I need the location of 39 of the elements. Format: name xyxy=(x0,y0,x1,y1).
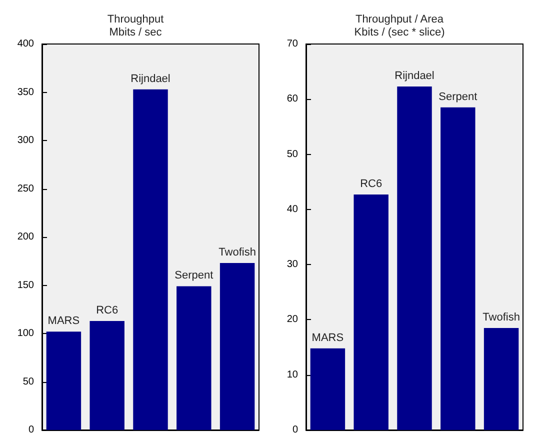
bar xyxy=(397,86,432,430)
y-tick-label: 40 xyxy=(286,204,298,215)
bar xyxy=(310,348,346,430)
bar xyxy=(440,107,476,430)
y-tick-label: 0 xyxy=(28,424,34,436)
y-tick-label: 70 xyxy=(286,38,298,50)
y-tick-label: 20 xyxy=(286,314,298,326)
chart-title: Throughput / Area Kbits / (sec * slice) xyxy=(354,14,445,38)
x-tick-label: RC6 xyxy=(96,304,118,316)
y-tick-label: 200 xyxy=(17,232,34,242)
x-tick-label: Rijndael xyxy=(130,72,170,85)
x-tick-label: RC6 xyxy=(360,178,382,190)
x-tick-label: Rijndael xyxy=(394,70,434,82)
y-tick-label: 0 xyxy=(292,424,298,436)
bar xyxy=(90,320,124,430)
y-tick-label: 250 xyxy=(17,183,34,194)
y-tick-label: 30 xyxy=(286,259,298,270)
y-tick-label: 100 xyxy=(17,328,34,339)
bar xyxy=(484,328,519,430)
bar xyxy=(133,89,168,430)
y-tick-label: 50 xyxy=(22,376,34,388)
x-tick-label: MARS xyxy=(48,315,80,328)
x-tick-label: Twofish xyxy=(482,311,520,324)
x-tick-label: Serpent xyxy=(438,90,478,103)
bar xyxy=(176,286,212,430)
x-tick-label: Serpent xyxy=(174,270,214,282)
y-tick-label: 60 xyxy=(286,94,298,105)
bar xyxy=(220,263,255,430)
y-tick-label: 10 xyxy=(286,369,298,380)
x-tick-label: Twofish xyxy=(218,246,256,259)
bar xyxy=(46,332,82,430)
x-tick-label: MARS xyxy=(312,332,344,344)
chart-title: Throughput Mbits / sec xyxy=(107,14,164,38)
y-tick-label: 50 xyxy=(286,148,298,160)
bar xyxy=(354,194,388,430)
y-tick-label: 400 xyxy=(17,38,34,50)
y-tick-label: 350 xyxy=(17,86,34,98)
y-tick-label: 150 xyxy=(17,280,34,291)
y-tick-label: 300 xyxy=(17,135,34,146)
